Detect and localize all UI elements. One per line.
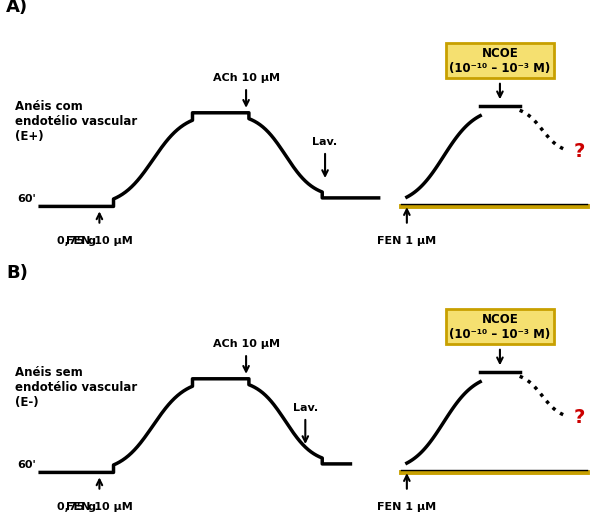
Text: 0,75 g: 0,75 g	[58, 236, 96, 246]
Text: FEN 1 μM: FEN 1 μM	[377, 236, 437, 246]
Text: ACh 10 μM: ACh 10 μM	[213, 339, 280, 349]
Text: ?: ?	[573, 408, 585, 427]
Text: Lav.: Lav.	[313, 137, 338, 147]
Text: FEN 10 μM: FEN 10 μM	[66, 502, 133, 512]
Text: 60': 60'	[17, 194, 36, 204]
Text: Anéis com
endotélio vascular
(E+): Anéis com endotélio vascular (E+)	[15, 100, 137, 143]
Text: NCOE
(10⁻¹⁰ – 10⁻³ M): NCOE (10⁻¹⁰ – 10⁻³ M)	[449, 47, 550, 75]
Text: Anéis sem
endotélio vascular
(E-): Anéis sem endotélio vascular (E-)	[15, 366, 137, 409]
Text: FEN 10 μM: FEN 10 μM	[66, 236, 133, 246]
Text: B): B)	[6, 264, 28, 282]
Text: ?: ?	[573, 142, 585, 161]
Text: Lav.: Lav.	[293, 403, 318, 413]
Text: 60': 60'	[17, 460, 36, 470]
Text: FEN 1 μM: FEN 1 μM	[377, 502, 437, 512]
Text: A): A)	[6, 0, 28, 16]
Text: 0,75 g: 0,75 g	[58, 502, 96, 512]
Text: ACh 10 μM: ACh 10 μM	[213, 73, 280, 83]
Text: NCOE
(10⁻¹⁰ – 10⁻³ M): NCOE (10⁻¹⁰ – 10⁻³ M)	[449, 313, 550, 341]
